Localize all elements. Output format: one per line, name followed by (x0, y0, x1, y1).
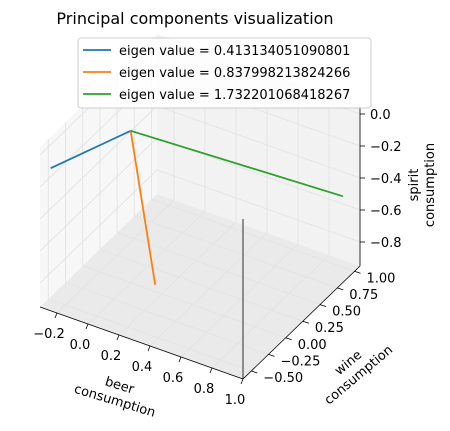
x-tick-mark (178, 356, 182, 363)
chart-title: Principal components visualization (56, 9, 333, 28)
x-tick-label: 0.6 (163, 371, 184, 386)
y-tick-label: 1.00 (367, 271, 396, 286)
grid-line-z-side (39, 137, 158, 252)
z-tick-label: 0.0 (370, 108, 391, 123)
legend-label-2: eigen value = 0.837998213824266 (119, 66, 350, 81)
x-tick-label: 1.0 (225, 393, 246, 408)
grid-line-z-back (156, 169, 361, 243)
z-tick-labels: −0.8 −0.6 −0.4 −0.2 0.0 (370, 108, 402, 251)
x-tick-mark (147, 345, 151, 352)
y-tick-label: 0.00 (298, 338, 327, 353)
series-line-2 (129, 130, 157, 285)
z-tick-label: −0.4 (370, 172, 402, 187)
y-tick-label: 0.75 (349, 288, 378, 303)
grid-line-y-floor (151, 198, 355, 272)
y-tick-label: −0.25 (281, 354, 321, 369)
y-tick-mark (268, 354, 275, 357)
series-line-3 (130, 129, 344, 198)
x-tick-label: −0.2 (33, 327, 65, 342)
x-tick-mark (116, 334, 120, 341)
y-tick-mark (337, 287, 344, 291)
x-tick-labels: −0.2 0.0 0.2 0.4 0.6 0.8 1.0 (33, 327, 245, 408)
grid-line-x-floor (180, 243, 299, 358)
grid-line-z-side (39, 169, 158, 284)
floor-pane (40, 194, 360, 379)
series-lines (50, 129, 344, 285)
y-tick-mark (302, 320, 310, 324)
tick-marks (54, 113, 365, 385)
axis-edges (39, 106, 361, 380)
z-tick-label: −0.6 (370, 204, 402, 219)
grid-line-y-floor (134, 215, 338, 289)
x-tick-mark (85, 323, 89, 330)
grid-line-x-floor (56, 199, 175, 314)
grid-line-x-floor (87, 210, 206, 325)
z-tick-label: −0.8 (370, 236, 402, 251)
x-tick-mark (240, 378, 244, 385)
grid-line-y-floor (116, 232, 321, 306)
grid-line-z-side (39, 105, 158, 220)
svg-text:spirit: spirit (407, 169, 422, 202)
grid-line-y-floor (99, 248, 304, 322)
x-tick-mark (54, 312, 58, 319)
z-tick-label: −0.2 (370, 140, 402, 155)
grid-line-x-floor (211, 254, 330, 369)
grid-line-x-floor (149, 232, 268, 347)
y-tick-mark (319, 304, 327, 307)
z-axis-label: spirit consumption (407, 143, 438, 227)
svg-text:consumption: consumption (423, 143, 438, 227)
y-tick-labels: −0.50 −0.250.00 0.250.50 0.75 1.00 (263, 271, 395, 386)
x-tick-mark (209, 367, 213, 374)
series-line-1 (50, 129, 132, 170)
y-axis-line (242, 265, 361, 380)
x-tick-label: 0.2 (101, 349, 122, 364)
grid-line-y-floor (48, 298, 252, 372)
y-tick-mark (251, 370, 258, 374)
legend-frame (77, 37, 372, 109)
y-tick-label: 0.50 (332, 305, 361, 320)
y-tick-mark (285, 337, 292, 341)
legend: eigen value = 0.413134051090801 eigen va… (77, 37, 372, 109)
x-tick-label: 0.8 (194, 382, 215, 397)
x-axis-line (39, 306, 244, 380)
x-tick-label: 0.0 (70, 338, 91, 353)
y-tick-label: −0.50 (263, 371, 303, 386)
grid-line-y-floor (65, 281, 269, 355)
grid-lines (39, 39, 361, 380)
legend-label-3: eigen value = 1.732201068418267 (119, 88, 350, 103)
y-tick-label: 0.25 (315, 321, 344, 336)
grid-line-y-floor (82, 265, 286, 339)
legend-label-1: eigen value = 0.413134051090801 (119, 44, 350, 59)
grid-line-z-back (156, 105, 361, 179)
x-tick-label: 0.4 (132, 360, 153, 375)
grid-line-x-floor (118, 221, 237, 336)
y-tick-mark (354, 270, 361, 274)
